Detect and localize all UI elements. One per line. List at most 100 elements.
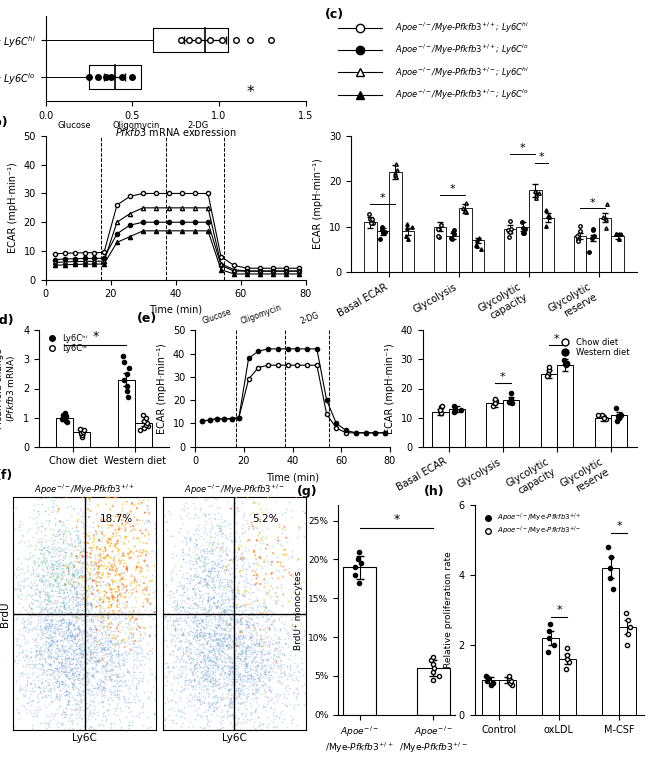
Point <box>49 619 60 632</box>
Point <box>29 653 40 666</box>
Point <box>72 552 83 564</box>
Point <box>53 580 63 593</box>
Point <box>216 692 226 705</box>
Point <box>216 590 227 602</box>
Point <box>8 646 18 658</box>
Point <box>44 577 54 589</box>
Point <box>241 618 252 630</box>
Point <box>177 601 187 613</box>
Point <box>240 618 251 630</box>
Point <box>251 679 261 692</box>
Point <box>111 491 122 503</box>
Point <box>172 595 182 608</box>
Point <box>53 623 63 636</box>
Point <box>193 614 203 626</box>
Point <box>26 582 36 594</box>
Point <box>247 643 257 655</box>
Point <box>143 514 153 526</box>
Point <box>253 620 263 632</box>
Point <box>159 634 169 646</box>
Point <box>203 649 213 661</box>
Point <box>211 724 221 737</box>
Point <box>8 579 18 591</box>
Point <box>49 684 59 696</box>
Point <box>268 720 278 733</box>
Point <box>103 607 114 619</box>
Point <box>209 629 219 642</box>
Point <box>274 711 284 723</box>
Point <box>58 708 69 720</box>
Point <box>201 643 211 655</box>
Point <box>270 657 280 669</box>
Point <box>241 621 252 633</box>
Point <box>96 675 106 688</box>
Point <box>106 564 116 577</box>
Point <box>258 653 268 666</box>
Point <box>59 605 70 618</box>
Point <box>35 620 46 632</box>
Point <box>58 533 68 545</box>
Point <box>114 514 125 527</box>
Point <box>55 660 66 673</box>
Point <box>104 570 114 583</box>
Point <box>73 607 83 619</box>
Point <box>44 698 55 710</box>
Point <box>239 525 250 538</box>
Point <box>233 639 243 652</box>
Point <box>226 635 237 647</box>
Point <box>191 562 202 574</box>
Point <box>53 491 63 503</box>
Point <box>70 623 80 636</box>
Point <box>107 686 118 699</box>
Point <box>82 675 92 688</box>
Point <box>188 674 198 687</box>
Point <box>235 600 245 612</box>
Point <box>142 675 152 688</box>
Point <box>275 660 285 672</box>
Point <box>103 608 113 621</box>
Point <box>251 684 261 696</box>
Point <box>242 724 252 737</box>
Point <box>88 528 99 541</box>
Point <box>100 671 110 683</box>
Point <box>168 618 178 630</box>
Point <box>300 601 311 613</box>
Point <box>187 665 198 678</box>
Point <box>226 614 237 626</box>
Point <box>44 663 54 675</box>
Point <box>63 671 73 684</box>
Point <box>142 500 153 512</box>
Point <box>224 652 234 664</box>
Point <box>42 605 52 618</box>
Point <box>223 630 233 643</box>
Point <box>204 610 214 622</box>
Point <box>71 653 81 666</box>
Point <box>64 651 74 664</box>
Point <box>202 597 213 609</box>
Point <box>118 498 128 510</box>
Point <box>70 631 80 643</box>
Point <box>75 654 86 667</box>
Point <box>80 523 90 535</box>
Point <box>160 696 170 709</box>
Point <box>131 650 142 663</box>
Point <box>55 678 66 691</box>
Point <box>197 664 207 677</box>
Point <box>64 550 75 563</box>
Point <box>274 676 284 688</box>
Point <box>112 598 123 611</box>
Point <box>32 623 43 636</box>
Point <box>60 660 70 673</box>
Point <box>105 654 115 667</box>
Point <box>228 724 239 737</box>
Point <box>8 639 18 651</box>
Point <box>116 633 126 646</box>
Point <box>66 676 76 688</box>
Point <box>222 649 232 661</box>
Point <box>138 719 148 731</box>
Point <box>254 636 264 649</box>
Point <box>53 577 63 590</box>
Point <box>231 674 241 687</box>
Point <box>35 653 46 665</box>
Point <box>177 552 188 565</box>
